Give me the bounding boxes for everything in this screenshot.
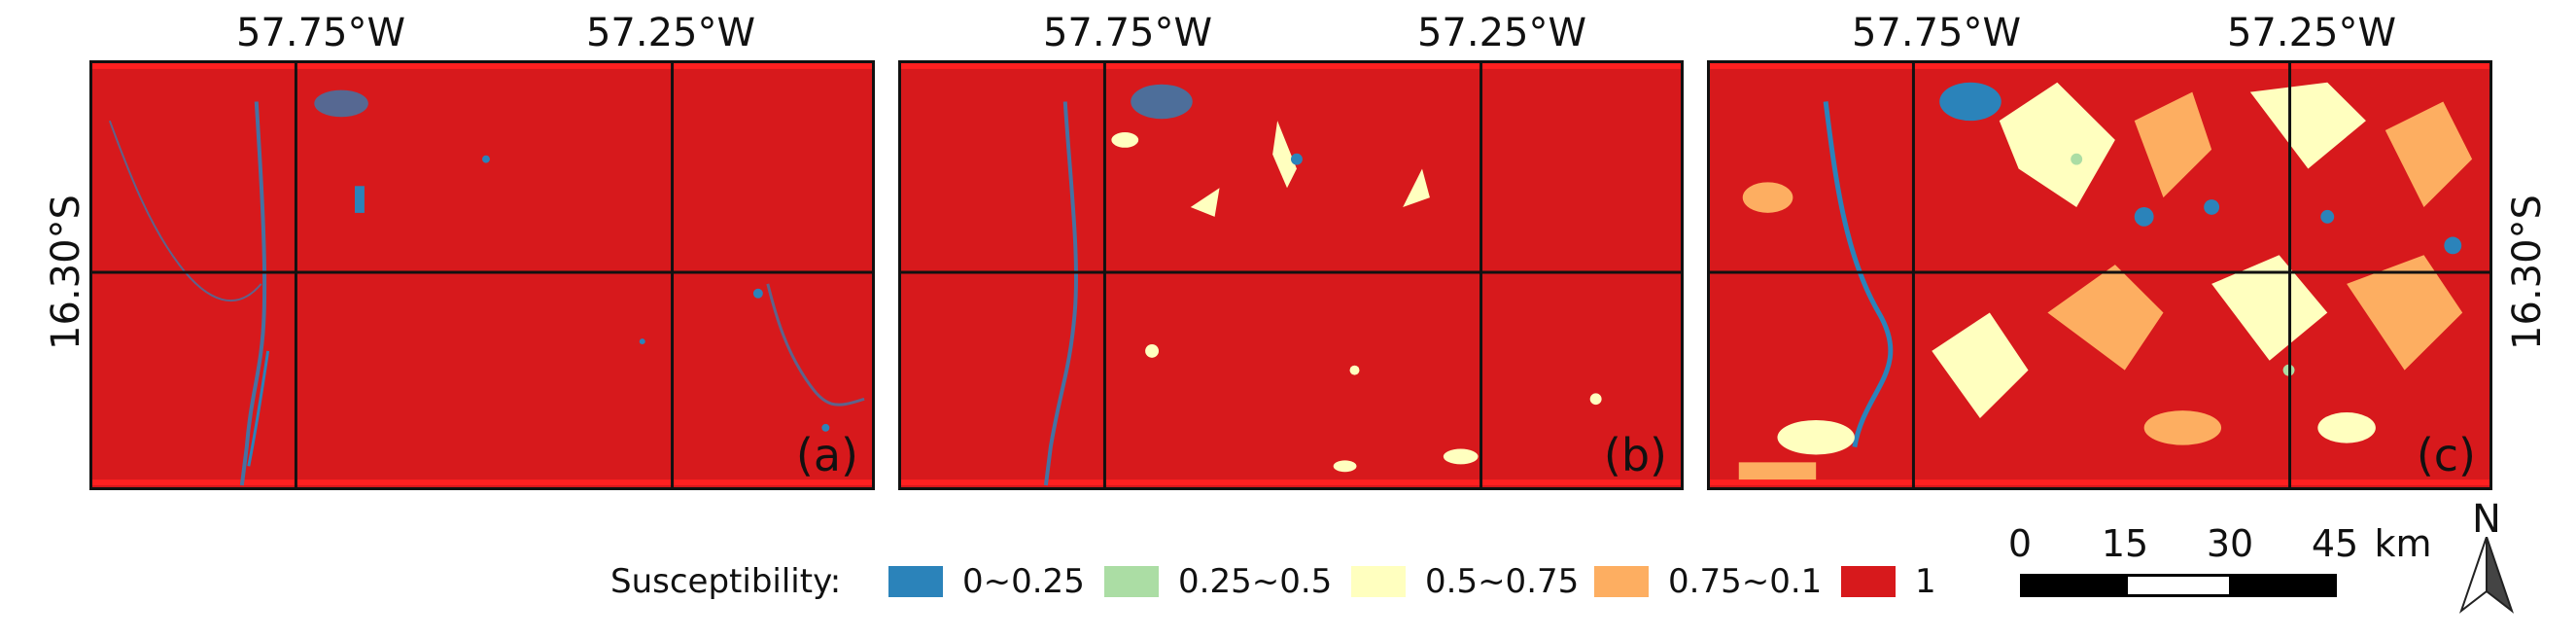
legend-label-3: 0.5~0.75 bbox=[1425, 562, 1580, 601]
map-panel-a: (a) bbox=[89, 60, 875, 490]
scale-segment-1 bbox=[2020, 574, 2127, 597]
panel-label-a: (a) bbox=[795, 429, 858, 481]
legend-swatch-2 bbox=[1104, 566, 1159, 597]
lon-label-b1: 57.75°W bbox=[1042, 11, 1213, 55]
map-a-raster bbox=[92, 63, 872, 487]
north-label: N bbox=[2472, 497, 2501, 542]
map-b-raster bbox=[901, 63, 1681, 487]
scale-tick-30: 30 bbox=[2206, 522, 2254, 565]
scale-unit: km bbox=[2374, 522, 2432, 565]
lat-label-left: 16.30°S bbox=[44, 195, 88, 350]
scale-tick-0: 0 bbox=[2007, 522, 2033, 565]
lon-label-b2: 57.25°W bbox=[1416, 11, 1587, 55]
scale-bar: 0 15 30 45 km bbox=[2002, 521, 2450, 609]
lon-label-a2: 57.25°W bbox=[585, 11, 756, 55]
legend-label-1: 0~0.25 bbox=[962, 562, 1085, 601]
legend-label-5: 1 bbox=[1915, 562, 1936, 601]
legend-swatch-3 bbox=[1351, 566, 1406, 597]
map-panel-b: (b) bbox=[898, 60, 1684, 490]
scale-segment-3 bbox=[2230, 574, 2337, 597]
legend-label-2: 0.25~0.5 bbox=[1178, 562, 1333, 601]
lat-label-right: 16.30°S bbox=[2505, 195, 2550, 350]
scale-segment-2 bbox=[2125, 574, 2232, 597]
north-arrow-shape bbox=[2458, 537, 2515, 614]
legend-swatch-1 bbox=[888, 566, 943, 597]
legend-swatch-5 bbox=[1841, 566, 1896, 597]
lon-label-c2: 57.25°W bbox=[2226, 11, 2397, 55]
panel-label-b: (b) bbox=[1603, 429, 1667, 481]
panel-label-c: (c) bbox=[2416, 429, 2476, 481]
map-panel-c: (c) bbox=[1707, 60, 2492, 490]
scale-tick-45: 45 bbox=[2311, 522, 2359, 565]
lon-label-a1: 57.75°W bbox=[235, 11, 406, 55]
legend-title: Susceptibility: bbox=[610, 562, 842, 601]
map-c-raster bbox=[1710, 63, 2489, 487]
lon-label-c1: 57.75°W bbox=[1851, 11, 2022, 55]
legend-swatch-4 bbox=[1594, 566, 1649, 597]
legend-label-4: 0.75~0.1 bbox=[1668, 562, 1823, 601]
scale-tick-15: 15 bbox=[2101, 522, 2149, 565]
north-arrow-icon: N bbox=[2457, 498, 2516, 615]
